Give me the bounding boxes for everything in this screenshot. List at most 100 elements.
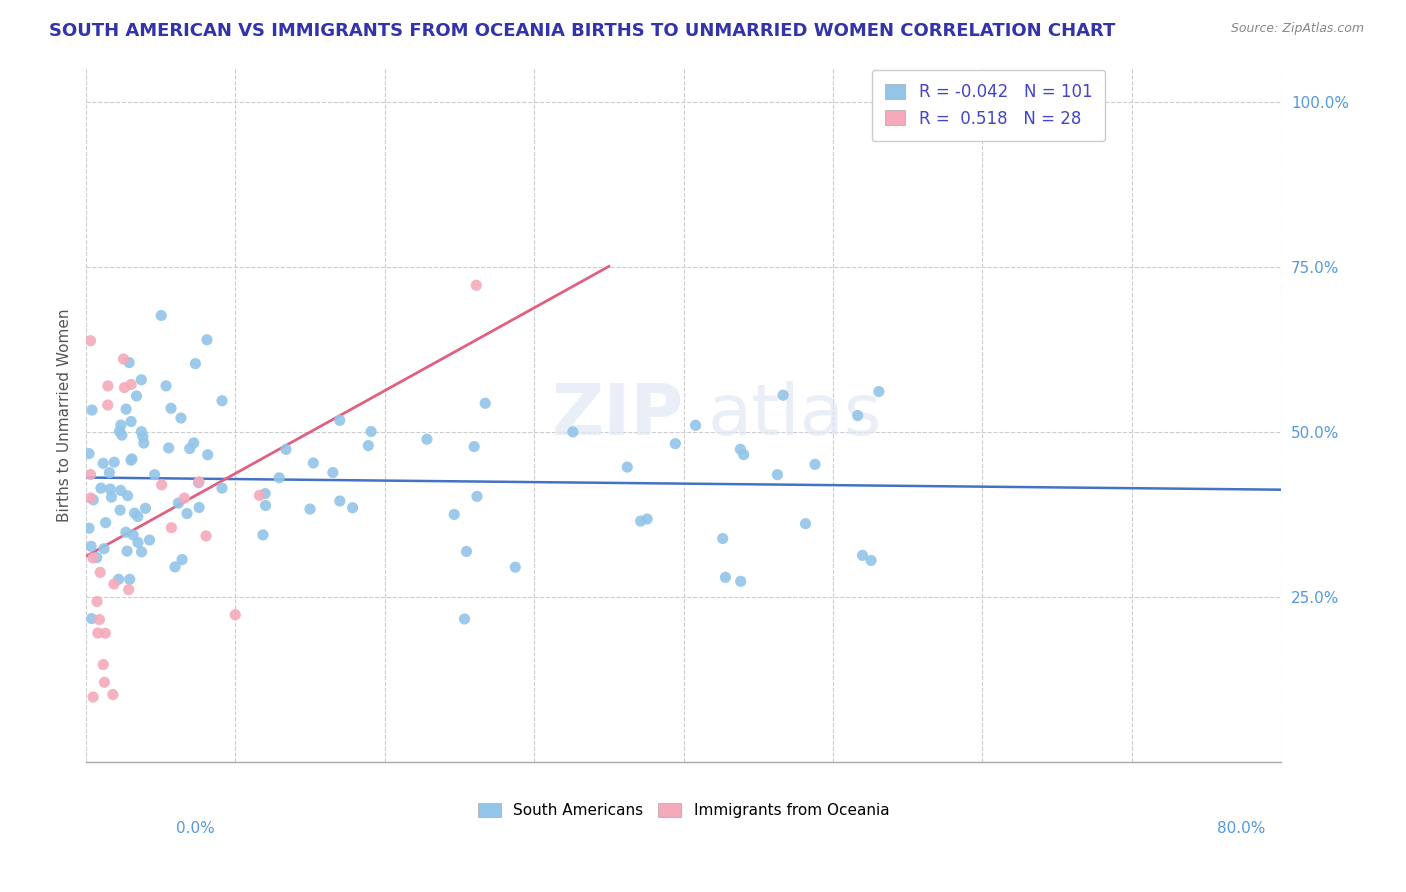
Point	[107, 572, 129, 586]
Point	[302, 456, 325, 470]
Point	[121, 451, 143, 466]
Point	[160, 521, 183, 535]
Point	[93, 675, 115, 690]
Point	[138, 533, 160, 547]
Point	[110, 418, 132, 433]
Point	[249, 488, 271, 502]
Point	[94, 516, 117, 530]
Point	[124, 506, 146, 520]
Point	[269, 471, 291, 485]
Point	[794, 516, 817, 531]
Point	[664, 436, 686, 450]
Point	[474, 396, 496, 410]
Point	[685, 418, 707, 433]
Text: SOUTH AMERICAN VS IMMIGRANTS FROM OCEANIA BIRTHS TO UNMARRIED WOMEN CORRELATION : SOUTH AMERICAN VS IMMIGRANTS FROM OCEANI…	[49, 22, 1115, 40]
Point	[150, 309, 173, 323]
Point	[132, 436, 155, 450]
Point	[91, 657, 114, 672]
Point	[636, 512, 658, 526]
Point	[120, 377, 142, 392]
Point	[342, 500, 364, 515]
Point	[118, 572, 141, 586]
Point	[167, 496, 190, 510]
Point	[110, 483, 132, 498]
Point	[132, 430, 155, 444]
Point	[616, 460, 638, 475]
Point	[134, 501, 156, 516]
Point	[94, 626, 117, 640]
Point	[86, 550, 108, 565]
Point	[112, 351, 135, 366]
Legend: South Americans, Immigrants from Oceania: South Americans, Immigrants from Oceania	[472, 797, 896, 824]
Point	[127, 509, 149, 524]
Point	[195, 529, 218, 543]
Point	[131, 425, 153, 439]
Point	[170, 552, 193, 566]
Point	[329, 494, 352, 508]
Point	[453, 612, 475, 626]
Point	[118, 582, 141, 597]
Point	[150, 478, 173, 492]
Point	[103, 577, 125, 591]
Point	[846, 409, 869, 423]
Point	[155, 379, 177, 393]
Point	[120, 415, 142, 429]
Point	[79, 467, 101, 482]
Point	[89, 613, 111, 627]
Point	[630, 514, 652, 528]
Point	[197, 448, 219, 462]
Point	[163, 560, 186, 574]
Point	[115, 402, 138, 417]
Point	[117, 489, 139, 503]
Point	[416, 432, 439, 446]
Point	[503, 560, 526, 574]
Point	[851, 549, 873, 563]
Point	[176, 507, 198, 521]
Point	[115, 544, 138, 558]
Point	[93, 541, 115, 556]
Text: 80.0%: 80.0%	[1218, 821, 1265, 836]
Point	[131, 545, 153, 559]
Point	[772, 388, 794, 402]
Point	[108, 503, 131, 517]
Point	[80, 612, 103, 626]
Point	[77, 521, 100, 535]
Point	[77, 446, 100, 460]
Point	[98, 482, 121, 496]
Point	[188, 475, 211, 489]
Point	[711, 532, 734, 546]
Point	[115, 525, 138, 540]
Point	[108, 425, 131, 439]
Point	[804, 458, 827, 472]
Point	[118, 355, 141, 369]
Point	[274, 442, 297, 457]
Point	[98, 466, 121, 480]
Point	[82, 551, 104, 566]
Point	[730, 442, 752, 457]
Text: atlas: atlas	[707, 381, 882, 450]
Point	[298, 502, 321, 516]
Point	[443, 508, 465, 522]
Point	[79, 491, 101, 505]
Point	[254, 499, 277, 513]
Point	[90, 481, 112, 495]
Point	[122, 528, 145, 542]
Point	[120, 453, 142, 467]
Point	[465, 489, 488, 503]
Point	[254, 486, 277, 500]
Point	[868, 384, 890, 399]
Point	[733, 448, 755, 462]
Point	[127, 535, 149, 549]
Point	[100, 490, 122, 504]
Point	[131, 373, 153, 387]
Text: ZIP: ZIP	[551, 381, 683, 450]
Point	[97, 379, 120, 393]
Point	[86, 594, 108, 608]
Point	[465, 278, 488, 293]
Point	[101, 688, 124, 702]
Point	[714, 570, 737, 584]
Point	[360, 425, 382, 439]
Point	[173, 491, 195, 505]
Y-axis label: Births to Unmarried Women: Births to Unmarried Women	[58, 309, 72, 522]
Point	[329, 413, 352, 427]
